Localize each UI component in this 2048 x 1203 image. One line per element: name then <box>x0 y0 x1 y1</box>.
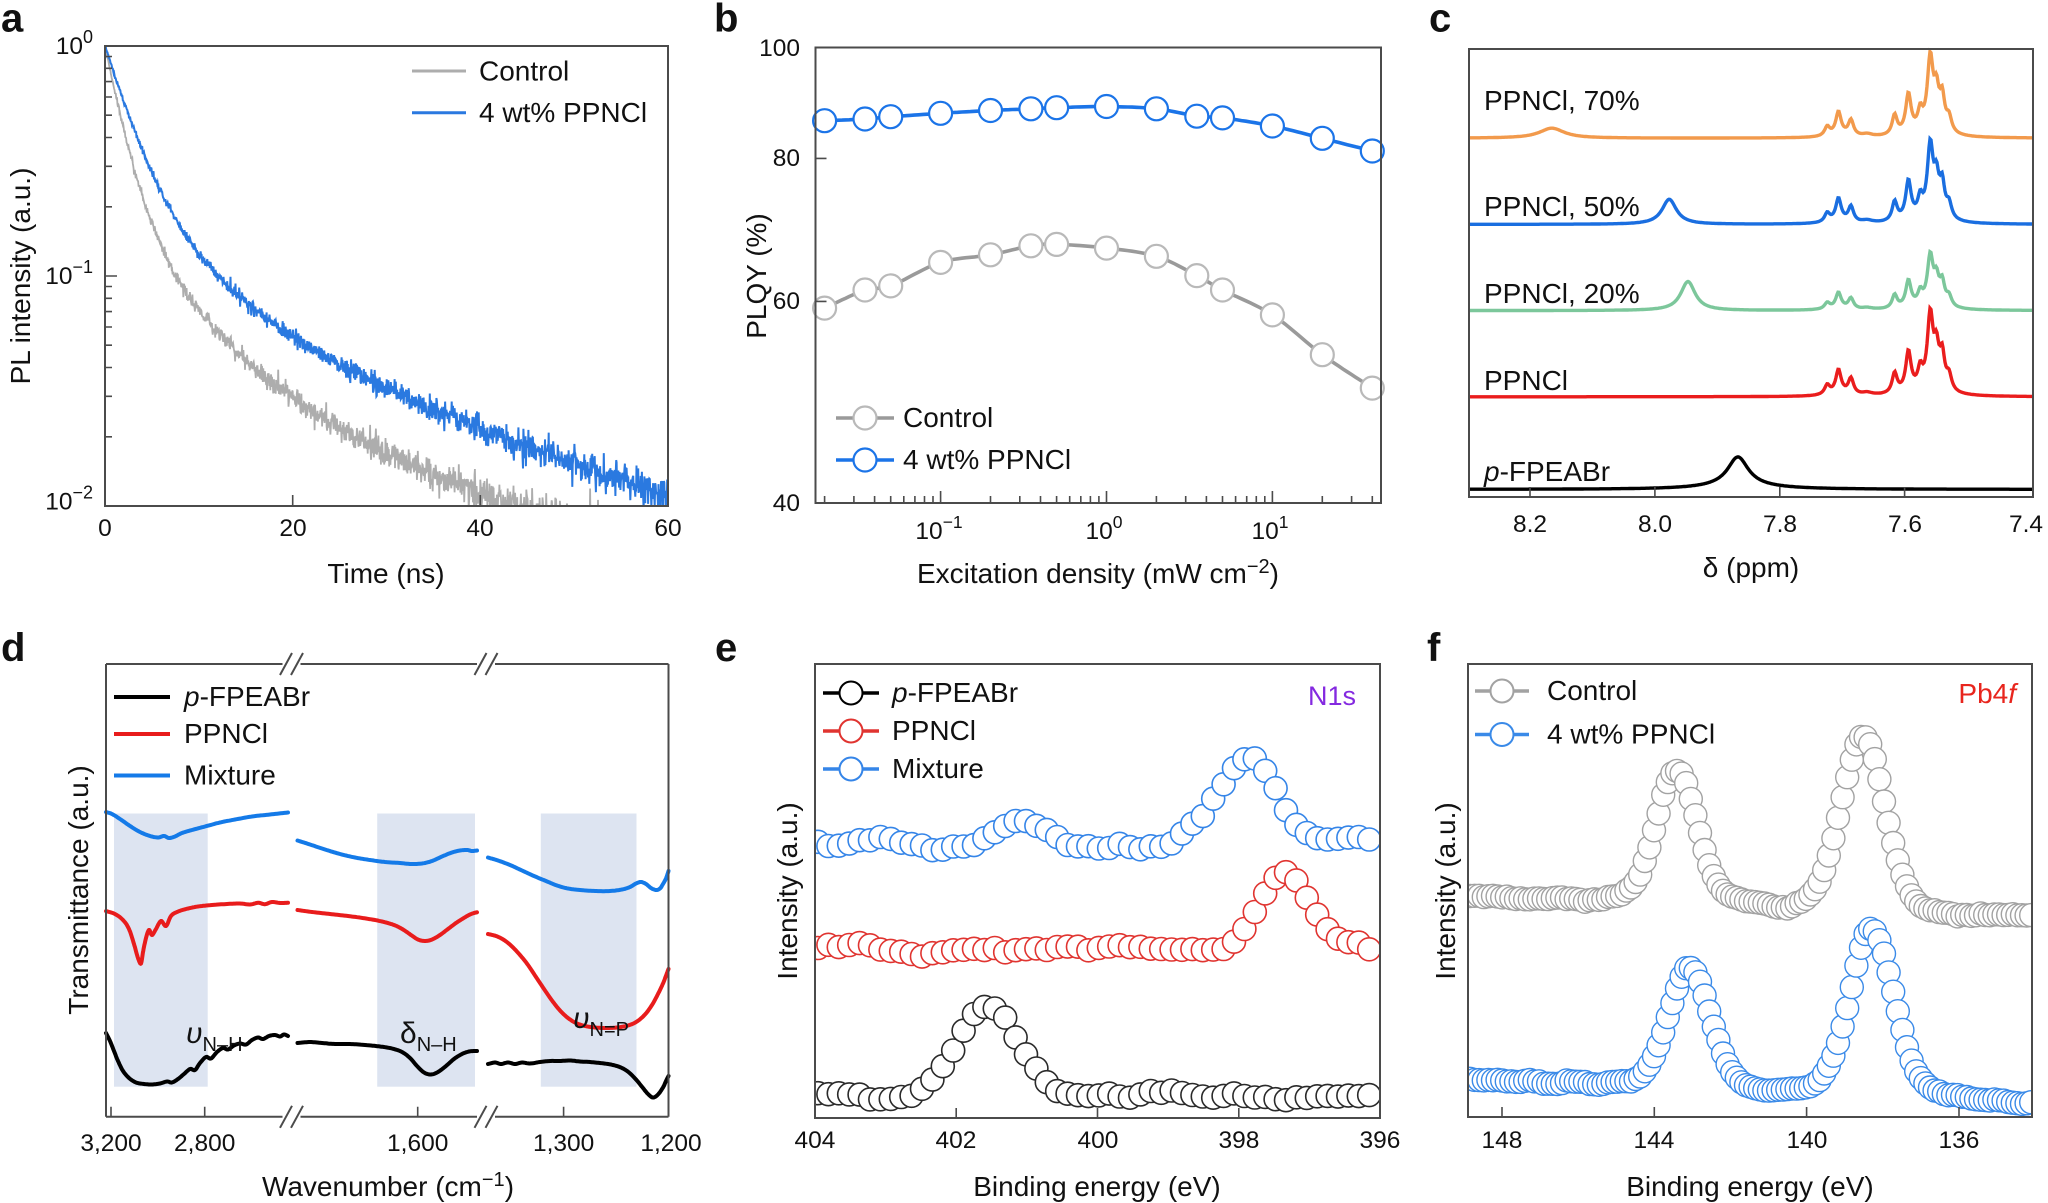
svg-text:Binding energy (eV): Binding energy (eV) <box>1626 1171 1873 1202</box>
svg-text:PL intensity (a.u.): PL intensity (a.u.) <box>5 168 36 385</box>
svg-text:f: f <box>1427 626 1441 670</box>
svg-text:136: 136 <box>1939 1127 1980 1154</box>
svg-text:Mixture: Mixture <box>184 760 276 791</box>
svg-text:144: 144 <box>1634 1127 1675 1154</box>
svg-text:20: 20 <box>279 515 306 542</box>
svg-text:Excitation density (mW cm−2): Excitation density (mW cm−2) <box>917 556 1279 589</box>
svg-text:60: 60 <box>773 288 800 315</box>
svg-text:3,200: 3,200 <box>80 1130 141 1157</box>
svg-text:δ (ppm): δ (ppm) <box>1703 552 1799 583</box>
svg-text:PPNCl, 70%: PPNCl, 70% <box>1484 85 1640 116</box>
svg-text:398: 398 <box>1219 1127 1260 1154</box>
svg-text:7.6: 7.6 <box>1888 511 1922 538</box>
svg-text:Time (ns): Time (ns) <box>327 558 444 589</box>
svg-text:2,800: 2,800 <box>174 1130 235 1157</box>
svg-text:8.0: 8.0 <box>1638 511 1672 538</box>
svg-text:Pb4f: Pb4f <box>1958 678 2019 709</box>
svg-text:1,300: 1,300 <box>533 1130 594 1157</box>
svg-text:8.2: 8.2 <box>1513 511 1547 538</box>
svg-text:p-FPEABr: p-FPEABr <box>183 681 310 712</box>
svg-text:7.8: 7.8 <box>1763 511 1797 538</box>
svg-text:4 wt% PPNCl: 4 wt% PPNCl <box>479 97 647 128</box>
svg-text:4 wt% PPNCl: 4 wt% PPNCl <box>1547 719 1715 750</box>
svg-text:0: 0 <box>98 515 112 542</box>
svg-text:40: 40 <box>466 515 493 542</box>
svg-text:80: 80 <box>773 145 800 172</box>
svg-text:Intensity (a.u.): Intensity (a.u.) <box>772 802 803 979</box>
svg-text:Mixture: Mixture <box>892 753 984 784</box>
svg-text:7.4: 7.4 <box>2009 511 2043 538</box>
svg-text:Transmittance (a.u.): Transmittance (a.u.) <box>63 765 94 1014</box>
svg-text:404: 404 <box>795 1127 836 1154</box>
svg-text:10−2: 10−2 <box>45 483 93 516</box>
svg-text:N1s: N1s <box>1308 681 1356 711</box>
svg-text:Wavenumber (cm−1): Wavenumber (cm−1) <box>262 1169 514 1202</box>
svg-text:p-FPEABr: p-FPEABr <box>891 677 1018 708</box>
svg-text:a: a <box>1 0 24 41</box>
svg-text:402: 402 <box>936 1127 977 1154</box>
svg-text:Control: Control <box>479 56 569 87</box>
svg-text:4 wt% PPNCl: 4 wt% PPNCl <box>903 444 1071 475</box>
svg-text:148: 148 <box>1482 1127 1523 1154</box>
svg-text:Binding energy (eV): Binding energy (eV) <box>973 1171 1220 1202</box>
svg-text:c: c <box>1429 0 1451 41</box>
svg-text:1,600: 1,600 <box>387 1130 448 1157</box>
svg-text:PLQY (%): PLQY (%) <box>741 213 772 339</box>
svg-text:e: e <box>715 626 737 670</box>
svg-text:PPNCl: PPNCl <box>892 715 976 746</box>
svg-text:Control: Control <box>903 402 993 433</box>
svg-text:10−1: 10−1 <box>45 257 93 290</box>
svg-text:40: 40 <box>773 490 800 517</box>
svg-text:140: 140 <box>1787 1127 1828 1154</box>
svg-text:396: 396 <box>1360 1127 1401 1154</box>
svg-text:PPNCl: PPNCl <box>1484 365 1568 396</box>
svg-text:1,200: 1,200 <box>640 1130 701 1157</box>
svg-text:d: d <box>1 626 25 670</box>
svg-text:PPNCl: PPNCl <box>184 718 268 749</box>
svg-text:Intensity (a.u.): Intensity (a.u.) <box>1430 802 1461 979</box>
svg-text:p-FPEABr: p-FPEABr <box>1483 456 1610 487</box>
svg-text:Control: Control <box>1547 675 1637 706</box>
svg-text:100: 100 <box>759 35 800 62</box>
svg-text:PPNCl, 50%: PPNCl, 50% <box>1484 191 1640 222</box>
svg-text:400: 400 <box>1078 1127 1119 1154</box>
svg-text:60: 60 <box>654 515 681 542</box>
svg-text:b: b <box>714 0 738 41</box>
svg-text:PPNCl, 20%: PPNCl, 20% <box>1484 278 1640 309</box>
